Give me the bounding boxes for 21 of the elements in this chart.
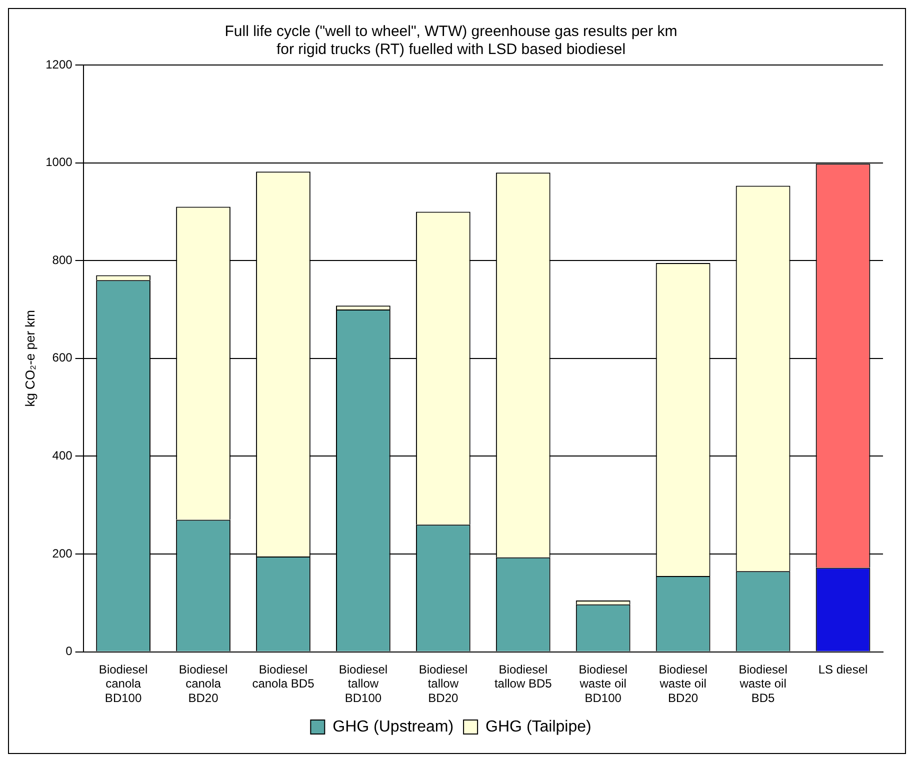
y-tick-label: 400 — [52, 448, 73, 463]
legend-label: GHG (Upstream) — [332, 718, 454, 736]
y-axis-title: kg CO₂-e per km — [22, 310, 38, 407]
legend-label: GHG (Tailpipe) — [486, 718, 592, 736]
y-tick-label: 800 — [52, 252, 73, 267]
x-tick-label: Biodiesel waste oil BD5 — [738, 662, 788, 706]
x-tick-label: Biodiesel canola BD5 — [252, 662, 315, 691]
x-tick-label: Biodiesel tallow BD100 — [338, 662, 388, 706]
chart-title: Full life cycle ("well to wheel", WTW) greenhouse gas results per km for rigid trucks (RT) fuelled with LSD based biodiesel — [224, 23, 678, 58]
x-tick-label: Biodiesel canola BD20 — [178, 662, 228, 706]
y-tick-label: 1000 — [46, 155, 73, 170]
x-tick-label: LS diesel — [818, 662, 868, 676]
y-tick-label: 1200 — [46, 57, 73, 72]
y-tick-label: 200 — [52, 546, 73, 560]
x-tick-label: Biodiesel tallow BD20 — [418, 662, 468, 706]
x-tick-label: Biodiesel waste oil BD20 — [658, 662, 708, 706]
y-tick-label: 0 — [66, 644, 73, 658]
x-tick-label: Biodiesel tallow BD5 — [494, 662, 552, 691]
x-tick-label: Biodiesel waste oil BD100 — [578, 662, 628, 706]
x-tick-label: Biodiesel canola BD100 — [98, 662, 148, 706]
y-tick-label: 600 — [52, 350, 73, 365]
